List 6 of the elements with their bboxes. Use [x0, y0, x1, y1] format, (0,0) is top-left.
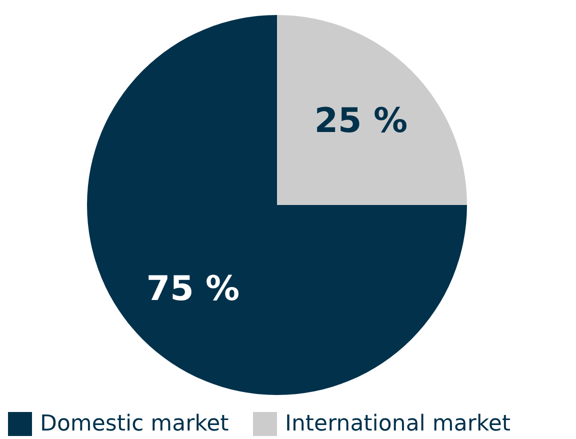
pie-slice [87, 15, 467, 395]
pie-slice [277, 15, 467, 205]
legend-label: Domestic market [40, 412, 230, 436]
legend-label: International market [285, 412, 511, 436]
data-label: 25 % [314, 101, 408, 142]
data-label: 75 % [146, 268, 240, 309]
